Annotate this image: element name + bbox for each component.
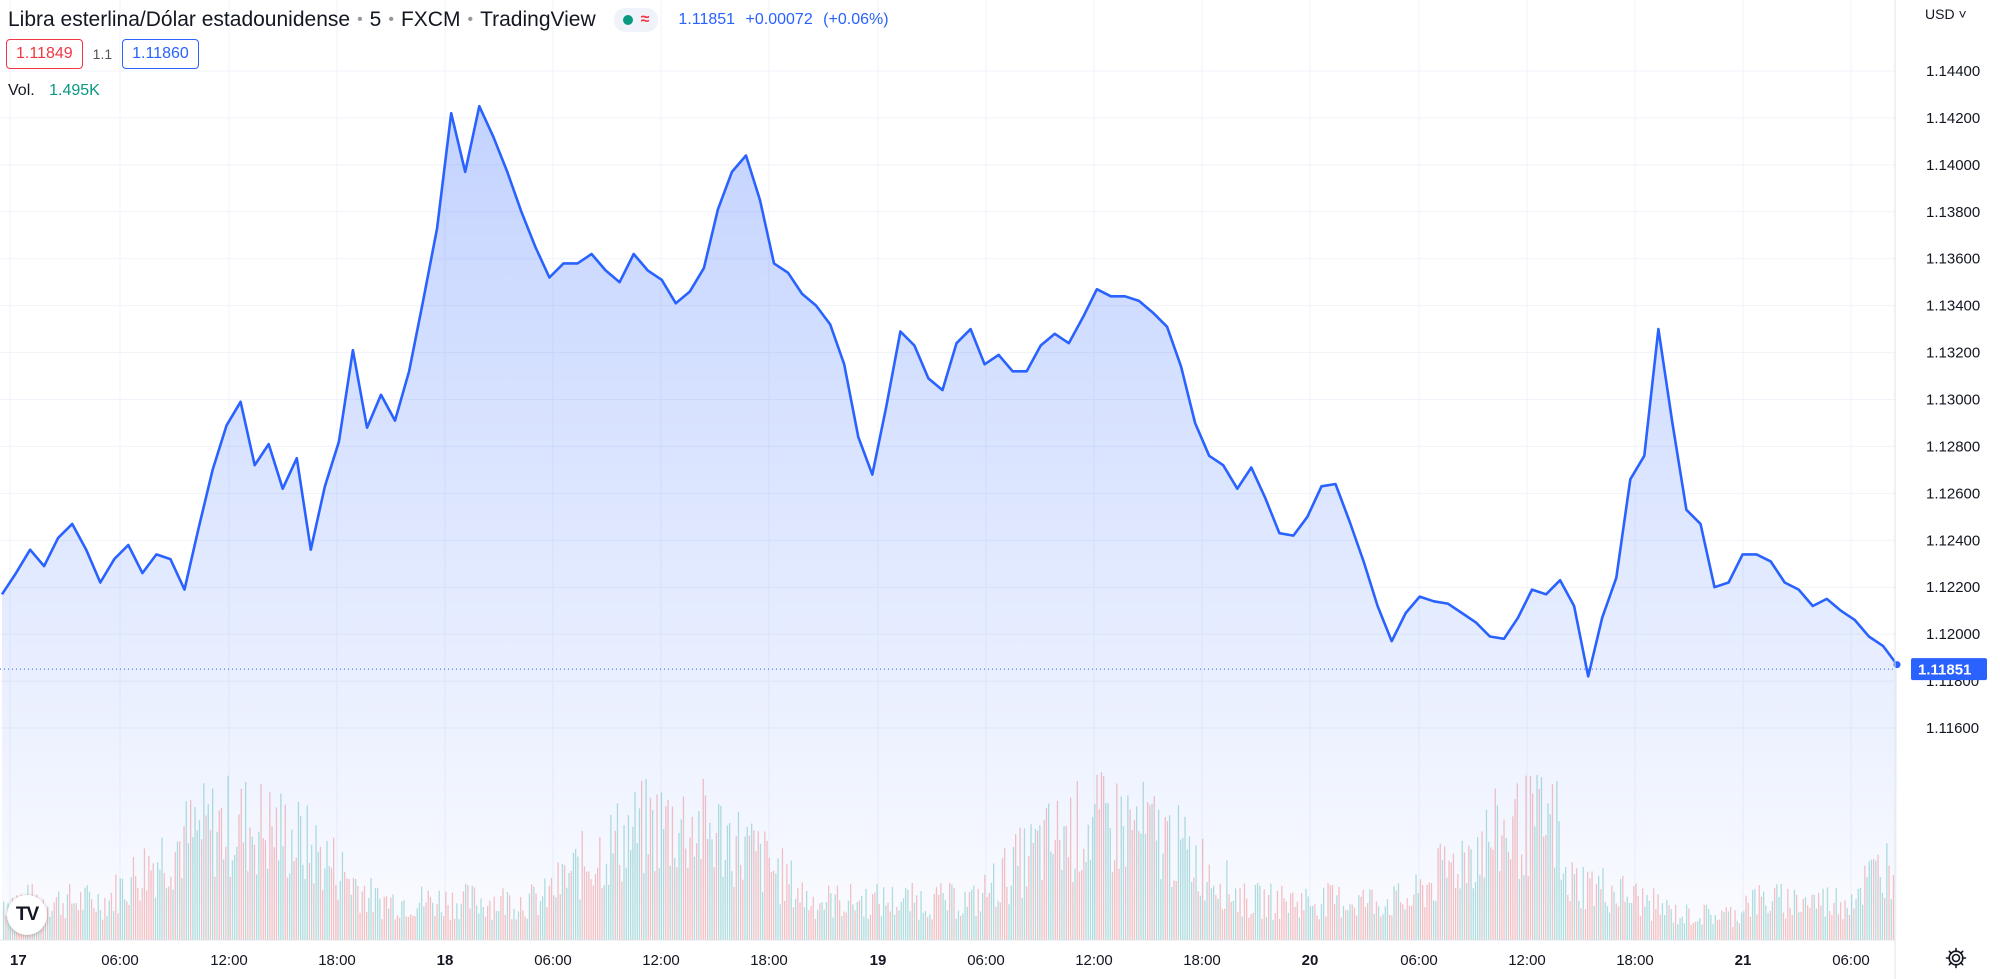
bid-ask-row: 1.11849 1.1 1.11860 — [6, 39, 199, 69]
price-change-percent: (+0.06%) — [823, 11, 889, 28]
x-tick-label: 12:00 — [1508, 952, 1546, 969]
x-tick-label: 21 — [1735, 952, 1752, 969]
price-label-bg — [1911, 658, 1987, 681]
x-tick-label: 19 — [870, 952, 887, 969]
chevron-down-icon: ˅ — [1958, 6, 1967, 22]
y-tick-label: 1.13200 — [1926, 345, 1980, 362]
volume-value: 1.495K — [49, 82, 100, 99]
x-tick-label: 20 — [1302, 952, 1319, 969]
last-price: 1.11851 — [678, 11, 736, 28]
exchange-label: FXCM — [400, 8, 461, 31]
volume-label: Vol. — [8, 82, 35, 99]
price-change: +0.00072 — [745, 11, 813, 28]
source-label: TradingView — [480, 8, 596, 31]
y-tick-label: 1.12000 — [1926, 626, 1980, 643]
volume-legend: Vol. 1.495K — [8, 82, 100, 100]
chart-header: Libra esterlina/Dólar estadounidense • 5… — [8, 6, 895, 34]
bid-button[interactable]: 1.11849 — [6, 39, 83, 69]
gear-icon[interactable] — [1945, 947, 1967, 969]
quote-summary: 1.11851 +0.00072 (+0.06%) — [678, 11, 894, 29]
y-tick-label: 1.12600 — [1926, 485, 1980, 502]
x-tick-label: 18:00 — [1616, 952, 1654, 969]
y-tick-label: 1.11600 — [1926, 720, 1979, 737]
separator-dot: • — [388, 11, 394, 28]
price-area — [2, 106, 1897, 940]
y-tick-label: 1.13000 — [1926, 392, 1980, 409]
x-tick-label: 12:00 — [642, 952, 680, 969]
x-tick-label: 18:00 — [750, 952, 788, 969]
x-tick-label: 18 — [437, 952, 454, 969]
spread-value: 1.1 — [92, 46, 113, 62]
y-tick-label: 1.14000 — [1926, 157, 1980, 174]
market-status-pill[interactable]: ≈ — [613, 8, 659, 32]
price-line[interactable] — [0, 104, 1899, 678]
x-tick-label: 18:00 — [318, 952, 356, 969]
x-tick-label: 17 — [10, 952, 27, 969]
symbol-name[interactable]: Libra esterlina/Dólar estadounidense — [8, 8, 351, 31]
y-tick-label: 1.12400 — [1926, 532, 1980, 549]
x-tick-label: 06:00 — [967, 952, 1005, 969]
x-tick-label: 06:00 — [534, 952, 572, 969]
wave-icon: ≈ — [640, 11, 650, 28]
currency-label: USD — [1925, 6, 1955, 22]
y-tick-label: 1.14400 — [1926, 63, 1980, 80]
separator-dot: • — [357, 11, 363, 28]
tradingview-logo[interactable]: TV — [7, 895, 47, 935]
x-tick-label: 06:00 — [101, 952, 139, 969]
x-tick-label: 06:00 — [1832, 952, 1870, 969]
gear-icon-glyph — [1945, 947, 1967, 969]
market-open-icon — [622, 15, 633, 25]
x-tick-label: 12:00 — [1075, 952, 1113, 969]
interval-label[interactable]: 5 — [369, 8, 382, 31]
y-tick-label: 1.12200 — [1926, 579, 1980, 596]
y-tick-label: 1.13400 — [1926, 298, 1980, 315]
x-tick-label: 06:00 — [1400, 952, 1438, 969]
y-tick-label: 1.14200 — [1926, 110, 1980, 127]
separator-dot: • — [467, 11, 474, 28]
price-label: 1.11851 — [1918, 662, 1971, 679]
x-tick-label: 12:00 — [210, 952, 248, 969]
y-tick-label: 1.13800 — [1926, 204, 1980, 221]
ask-button[interactable]: 1.11860 — [122, 39, 199, 69]
y-tick-label: 1.12800 — [1926, 438, 1980, 455]
x-tick-label: 18:00 — [1183, 952, 1221, 969]
currency-selector[interactable]: USD ˅ — [1925, 6, 1967, 22]
y-tick-label: 1.13600 — [1926, 251, 1980, 268]
